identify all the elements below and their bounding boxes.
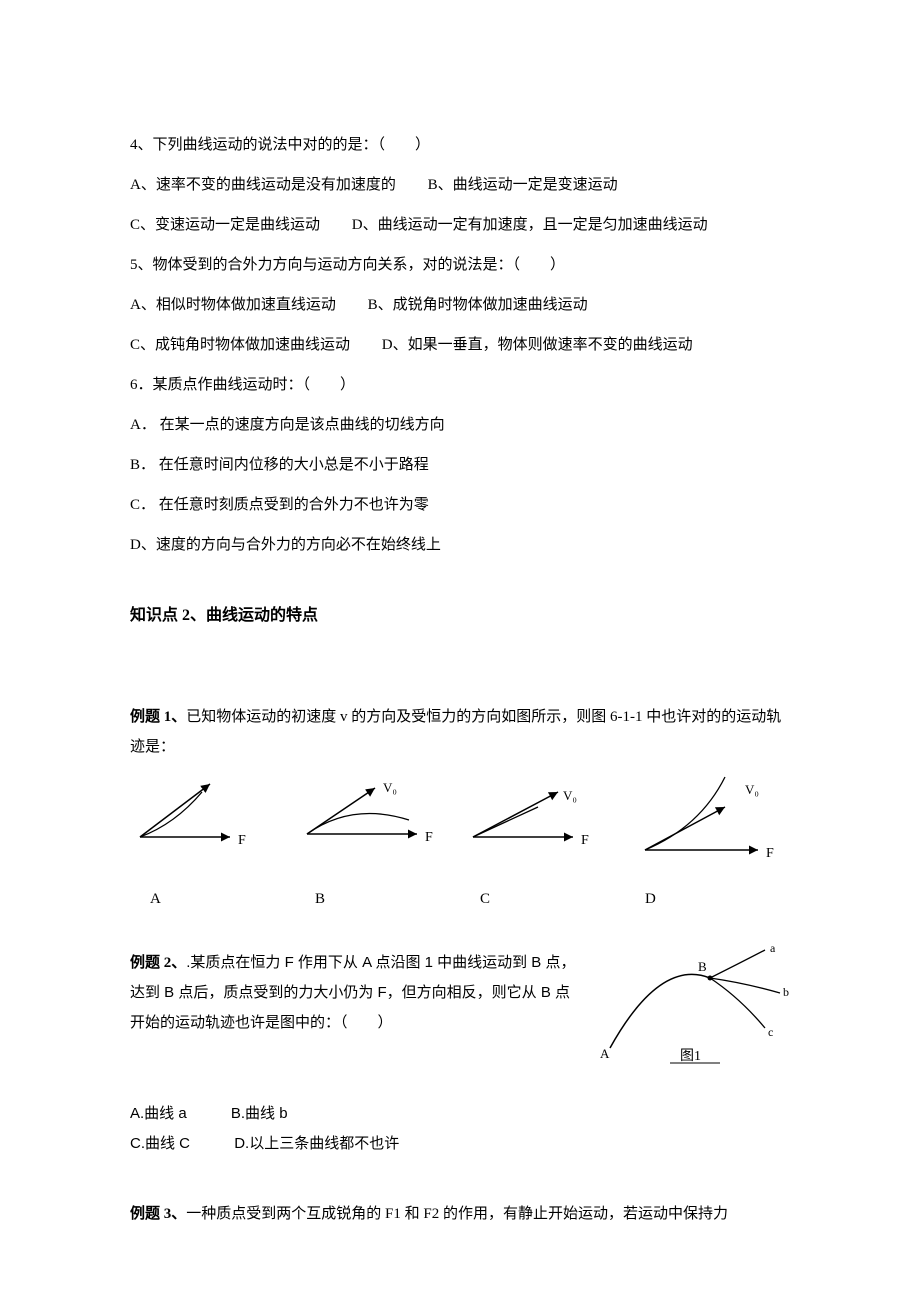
label-F: F (581, 833, 589, 848)
svg-text:a: a (770, 941, 776, 955)
q4-opt-b: B、曲线运动一定是变速运动 (428, 170, 618, 200)
ex3-text-body: 一种质点受到两个互成锐角的 F1 和 F2 的作用，有静止开始运动，若运动中保持… (186, 1206, 728, 1222)
ex2-opt-a: A.曲线 a (130, 1099, 187, 1129)
ex1-diagram-d: V₀ F (630, 772, 790, 878)
q6-opt-b: B． 在任意时间内位移的大小总是不小于路程 (130, 450, 790, 480)
label-V0: V₀ (383, 780, 397, 795)
q5-stem: 5、物体受到的合外力方向与运动方向关系，对的说法是：（ ） (130, 250, 790, 280)
ex1-diagrams: F V₀ F (130, 772, 790, 878)
ex2-opt-c: C.曲线 C (130, 1129, 190, 1159)
ex1-text: 已知物体运动的初速度 v 的方向及受恒力的方向如图所示，则图 6-1-1 中也许… (130, 709, 781, 755)
ex1-label: 例题 1、 (130, 709, 186, 725)
svg-text:A: A (600, 1046, 610, 1061)
q4-opt-a: A、速率不变的曲线运动是没有加速度的 (130, 177, 396, 193)
label-F: F (238, 833, 246, 848)
q5-opt-c: C、成钝角时物体做加速曲线运动 (130, 337, 350, 353)
ex2-text-body: .某质点在恒力 F 作用下从 A 点沿图 1 中曲线运动到 B 点，达到 B 点… (130, 954, 575, 1031)
q5-opt-a: A、相似时物体做加速直线运动 (130, 297, 336, 313)
svg-text:c: c (768, 1025, 773, 1039)
ex1-stem: 例题 1、已知物体运动的初速度 v 的方向及受恒力的方向如图所示，则图 6-1-… (130, 702, 790, 762)
label-V0: V₀ (563, 788, 577, 803)
q5-options-row2: C、成钝角时物体做加速曲线运动 D、如果一垂直，物体则做速率不变的曲线运动 (130, 330, 790, 360)
ex2-opt-b: B.曲线 b (231, 1099, 288, 1129)
ex3-label: 例题 3、 (130, 1206, 186, 1222)
ex2-label: 例题 2、 (130, 955, 186, 971)
q4-options-row2: C、变速运动一定是曲线运动 D、曲线运动一定有加速度，且一定是匀加速曲线运动 (130, 210, 790, 240)
q4-options-row1: A、速率不变的曲线运动是没有加速度的 B、曲线运动一定是变速运动 (130, 170, 790, 200)
q4-opt-c: C、变速运动一定是曲线运动 (130, 217, 320, 233)
ex1-diagram-a: F (130, 772, 290, 878)
ex2-block: 例题 2、.某质点在恒力 F 作用下从 A 点沿图 1 中曲线运动到 B 点，达… (130, 938, 790, 1079)
ex2-opt-d: D.以上三条曲线都不也许 (234, 1129, 399, 1159)
ex1-label-a: A (130, 884, 295, 914)
q6-stem: 6．某质点作曲线运动时：（ ） (130, 370, 790, 400)
ex2-options: A.曲线 a B.曲线 b C.曲线 C D.以上三条曲线都不也许 (130, 1099, 790, 1159)
ex1-labels: A B C D (130, 884, 790, 914)
q6-opt-d: D、速度的方向与合外力的方向必不在始终线上 (130, 530, 790, 560)
q5-options-row1: A、相似时物体做加速直线运动 B、成锐角时物体做加速曲线运动 (130, 290, 790, 320)
ex1-label-b: B (295, 884, 460, 914)
q4-stem: 4、下列曲线运动的说法中对的的是：（ ） (130, 130, 790, 160)
q4-opt-d: D、曲线运动一定有加速度，且一定是匀加速曲线运动 (352, 210, 708, 240)
q5-opt-b: B、成锐角时物体做加速曲线运动 (368, 290, 588, 320)
document-page: 4、下列曲线运动的说法中对的的是：（ ） A、速率不变的曲线运动是没有加速度的 … (0, 0, 920, 1299)
label-F: F (425, 830, 433, 845)
ex2-stem: 例题 2、.某质点在恒力 F 作用下从 A 点沿图 1 中曲线运动到 B 点，达… (130, 948, 580, 1038)
svg-text:b: b (783, 985, 789, 999)
svg-text:B: B (698, 959, 707, 974)
q5-opt-d: D、如果一垂直，物体则做速率不变的曲线运动 (382, 330, 693, 360)
label-V0: V₀ (745, 782, 759, 797)
ex2-figure: A B a b c 图1 (590, 938, 790, 1079)
q6-opt-c: C． 在任意时刻质点受到的合外力不也许为零 (130, 490, 790, 520)
q6-opt-a: A． 在某一点的速度方向是该点曲线的切线方向 (130, 410, 790, 440)
ex1-diagram-b: V₀ F (297, 772, 457, 878)
ex1-diagram-c: V₀ F (463, 772, 623, 878)
label-F: F (766, 846, 774, 861)
ex3-stem: 例题 3、一种质点受到两个互成锐角的 F1 和 F2 的作用，有静止开始运动，若… (130, 1199, 790, 1229)
svg-text:图1: 图1 (680, 1049, 701, 1064)
ex1-label-c: C (460, 884, 625, 914)
ex1-label-d: D (625, 884, 790, 914)
section2-heading: 知识点 2、曲线运动的特点 (130, 600, 790, 632)
